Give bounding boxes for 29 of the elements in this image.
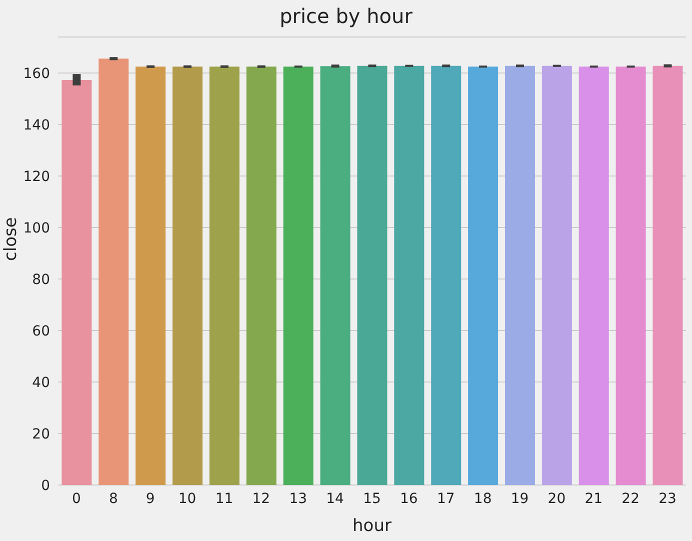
y-axis-title: close <box>1 217 22 261</box>
x-tick-label: 20 <box>548 490 566 507</box>
y-tick-label: 120 <box>23 169 50 186</box>
x-tick-label: 11 <box>215 490 234 507</box>
y-tick-label: 0 <box>41 478 50 494</box>
y-tick-label: 140 <box>23 118 50 134</box>
x-tick-label: 12 <box>252 490 270 507</box>
y-tick-label: 160 <box>23 66 50 82</box>
x-tick-label: 18 <box>474 490 492 507</box>
y-tick-label: 40 <box>32 374 50 391</box>
x-tick-label: 22 <box>622 490 640 507</box>
y-tick-label: 100 <box>23 220 50 236</box>
y-tick-label: 80 <box>32 272 50 288</box>
x-tick-label: 15 <box>363 490 381 507</box>
x-axis-title: hour <box>352 516 392 536</box>
x-tick-label: 10 <box>178 490 196 507</box>
x-tick-label: 0 <box>72 490 81 507</box>
y-tick-label: 60 <box>32 323 50 340</box>
x-tick-label: 16 <box>400 490 418 507</box>
x-tick-label: 17 <box>436 490 455 507</box>
x-tick-label: 19 <box>510 490 529 507</box>
y-tick-label: 20 <box>32 426 50 442</box>
x-tick-label: 23 <box>658 490 676 507</box>
x-tick-label: 13 <box>289 490 308 507</box>
chart-title: price by hour <box>278 4 414 28</box>
x-tick-label: 9 <box>146 490 155 507</box>
x-tick-label: 21 <box>584 490 603 507</box>
x-tick-label: 14 <box>326 490 344 507</box>
x-tick-label: 8 <box>108 490 118 507</box>
